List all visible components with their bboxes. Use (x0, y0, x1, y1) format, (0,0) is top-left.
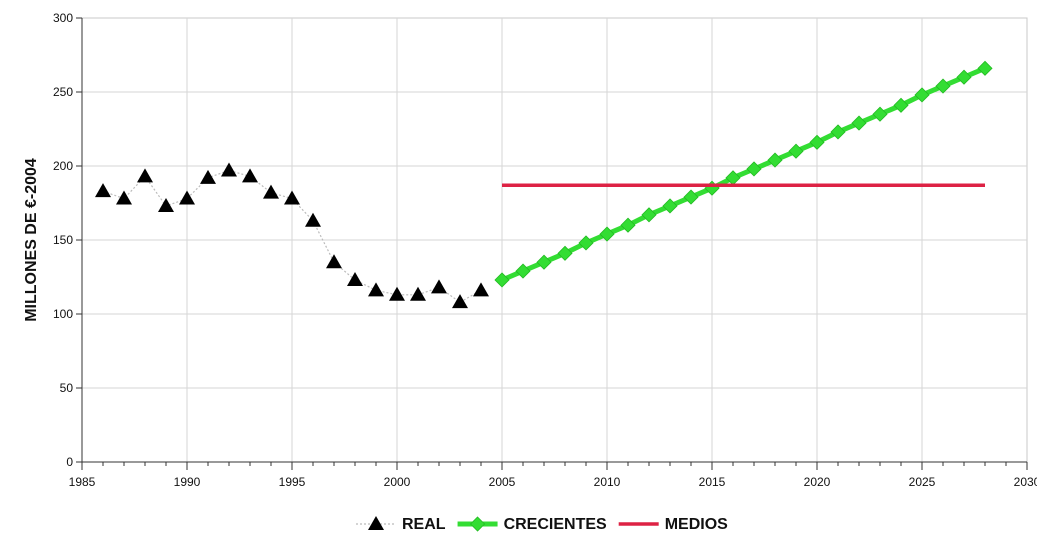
x-tick-label: 1985 (69, 475, 96, 489)
data-point (662, 198, 678, 214)
x-tick-label: 2020 (804, 475, 831, 489)
data-point (914, 87, 930, 103)
axes: 0 50 100 150 200 250 300 1985 1990 1995 2000 2005 20… (53, 11, 1037, 489)
data-point (830, 124, 846, 140)
data-point (536, 254, 552, 270)
data-point (893, 97, 909, 113)
data-point (410, 286, 426, 301)
data-point (347, 271, 363, 286)
legend: REAL CRECIENTES MEDIOS (356, 516, 728, 533)
series-crecientes (494, 60, 993, 288)
series-layer (95, 60, 993, 309)
data-point (935, 78, 951, 94)
y-axis-title: MILLONES DE €-2004 (23, 158, 40, 322)
data-point (389, 286, 405, 301)
legend-item-medios: MEDIOS (618, 516, 728, 533)
x-tick-label: 2005 (489, 475, 516, 489)
legend-item-crecientes: CRECIENTES (457, 516, 607, 533)
data-point (620, 217, 636, 233)
y-tick-label: 300 (53, 11, 73, 25)
data-point (305, 212, 321, 227)
data-point (809, 134, 825, 150)
data-point (158, 197, 174, 212)
x-tick-label: 2010 (594, 475, 621, 489)
data-point (221, 162, 237, 177)
series-line-crecientes (501, 65, 986, 283)
data-point (851, 115, 867, 131)
data-point (578, 235, 594, 251)
x-tick-label: 2015 (699, 475, 726, 489)
data-point (326, 254, 342, 269)
legend-item-real: REAL (356, 516, 446, 533)
legend-label: CRECIENTES (504, 516, 607, 533)
x-tick-label: 2030 (1014, 475, 1037, 489)
data-point (746, 161, 762, 177)
legend-swatch-marker (469, 516, 486, 532)
data-point (557, 245, 573, 261)
data-point (179, 190, 195, 205)
y-tick-label: 250 (53, 85, 73, 99)
data-point (116, 190, 132, 205)
legend-swatch-marker (368, 516, 384, 530)
legend-label: REAL (402, 516, 446, 533)
y-tick-label: 100 (53, 307, 73, 321)
y-tick-label: 50 (60, 381, 74, 395)
data-point (767, 152, 783, 168)
x-tick-label: 1995 (279, 475, 306, 489)
data-point (284, 190, 300, 205)
data-point (368, 282, 384, 297)
data-point (242, 168, 258, 183)
data-point (494, 272, 510, 288)
grid (81, 17, 1028, 463)
y-tick-label: 200 (53, 159, 73, 173)
legend-label: MEDIOS (665, 516, 728, 533)
data-point (788, 143, 804, 159)
data-point (137, 168, 153, 183)
data-point (263, 184, 279, 199)
data-point (641, 207, 657, 223)
data-point (200, 169, 216, 184)
x-tick-label: 1990 (174, 475, 201, 489)
data-point (977, 60, 993, 76)
data-point (599, 226, 615, 242)
data-point (95, 183, 111, 198)
data-point (872, 106, 888, 122)
data-point (683, 189, 699, 205)
x-tick-label: 2000 (384, 475, 411, 489)
series-real (95, 162, 489, 309)
data-point (473, 282, 489, 297)
data-point (431, 279, 447, 294)
y-tick-label: 150 (53, 233, 73, 247)
data-point (515, 263, 531, 279)
x-tick-label: 2025 (909, 475, 936, 489)
y-tick-label: 0 (66, 455, 73, 469)
data-point (452, 294, 468, 309)
data-point (956, 69, 972, 85)
